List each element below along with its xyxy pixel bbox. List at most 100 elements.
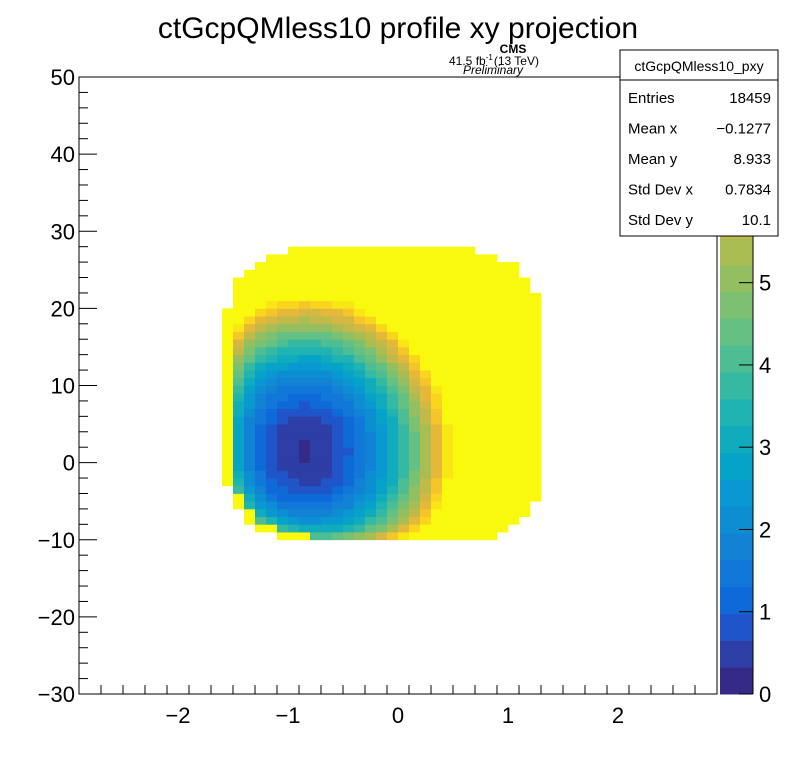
heatmap-cell bbox=[464, 516, 476, 525]
heatmap-cell bbox=[343, 478, 355, 487]
heatmap-cell bbox=[475, 516, 487, 525]
heatmap-cell bbox=[420, 478, 432, 487]
heatmap-cell bbox=[299, 532, 311, 541]
heatmap-cell bbox=[299, 485, 311, 494]
heatmap-cell bbox=[299, 262, 311, 271]
heatmap-cell bbox=[321, 285, 333, 294]
heatmap-cell bbox=[409, 246, 421, 255]
heatmap-cell bbox=[530, 424, 542, 433]
heatmap-cell bbox=[475, 485, 487, 494]
heatmap-cell bbox=[530, 331, 542, 340]
heatmap-cell bbox=[233, 300, 245, 309]
heatmap-cell bbox=[376, 308, 388, 317]
heatmap-cell bbox=[519, 316, 531, 325]
heatmap-cell bbox=[398, 424, 410, 433]
heatmap-cell bbox=[409, 462, 421, 471]
heatmap-cell bbox=[354, 316, 366, 325]
heatmap-cell bbox=[376, 354, 388, 363]
heatmap-cell bbox=[519, 277, 531, 286]
heatmap-cell bbox=[442, 431, 454, 440]
heatmap-cell bbox=[464, 493, 476, 502]
heatmap-cell bbox=[332, 501, 344, 510]
heatmap-cell bbox=[321, 362, 333, 371]
heatmap-cell bbox=[266, 362, 278, 371]
heatmap-cell bbox=[464, 508, 476, 518]
heatmap-cell bbox=[365, 377, 377, 386]
heatmap-cell bbox=[475, 316, 487, 325]
heatmap-cell bbox=[233, 370, 245, 379]
heatmap-cell bbox=[244, 516, 256, 525]
heatmap-cell bbox=[530, 370, 542, 379]
heatmap-cell bbox=[222, 323, 234, 332]
heatmap-cell bbox=[255, 385, 267, 394]
heatmap-cell bbox=[354, 501, 366, 510]
heatmap-cell bbox=[354, 508, 366, 518]
heatmap-cell bbox=[332, 308, 344, 317]
y-tick-label: 30 bbox=[51, 219, 75, 244]
heatmap-cell bbox=[453, 300, 465, 309]
heatmap-cell bbox=[255, 478, 267, 487]
heatmap-cell bbox=[321, 385, 333, 394]
heatmap-cell bbox=[354, 393, 366, 402]
heatmap-cell bbox=[442, 316, 454, 325]
y-tick-label: 40 bbox=[51, 142, 75, 167]
heatmap-cell bbox=[354, 262, 366, 271]
heatmap-cell bbox=[398, 300, 410, 309]
heatmap-cell bbox=[299, 447, 311, 456]
heatmap-cell bbox=[475, 501, 487, 510]
heatmap-cell bbox=[398, 292, 410, 302]
heatmap-cell bbox=[398, 462, 410, 471]
heatmap-cell bbox=[365, 354, 377, 363]
heatmap-cell bbox=[376, 431, 388, 440]
heatmap-cell bbox=[288, 316, 300, 325]
heatmap-cell bbox=[310, 516, 322, 525]
heatmap-cell bbox=[255, 362, 267, 371]
heatmap-cell bbox=[464, 277, 476, 286]
heatmap-cell bbox=[497, 454, 509, 464]
heatmap-cell bbox=[376, 462, 388, 471]
heatmap-cell bbox=[431, 292, 443, 302]
heatmap-cell bbox=[464, 316, 476, 325]
heatmap-cell bbox=[321, 470, 333, 479]
heatmap-cell bbox=[530, 354, 542, 363]
heatmap-cell bbox=[343, 377, 355, 386]
heatmap-cell bbox=[266, 408, 278, 417]
heatmap-cell bbox=[387, 524, 399, 533]
heatmap-cell bbox=[310, 493, 322, 502]
heatmap-cell bbox=[222, 431, 234, 440]
heatmap-cell bbox=[288, 454, 300, 464]
heatmap-cell bbox=[409, 316, 421, 325]
palette-tick-label: 2 bbox=[759, 517, 771, 542]
heatmap-cell bbox=[354, 478, 366, 487]
heatmap-cell bbox=[354, 354, 366, 363]
heatmap-cell bbox=[332, 339, 344, 348]
palette-tick-label: 3 bbox=[759, 435, 771, 460]
heatmap-cell bbox=[332, 254, 344, 263]
heatmap-cell bbox=[288, 408, 300, 417]
heatmap-cell bbox=[486, 454, 498, 464]
palette-color-bin bbox=[720, 640, 753, 668]
heatmap-cell bbox=[343, 439, 355, 448]
heatmap-cell bbox=[420, 501, 432, 510]
heatmap-cell bbox=[420, 400, 432, 410]
heatmap-cell bbox=[332, 485, 344, 494]
heatmap-cell bbox=[486, 323, 498, 332]
heatmap-cell bbox=[431, 246, 443, 255]
heatmap-cell bbox=[376, 346, 388, 356]
heatmap-cell bbox=[266, 254, 278, 263]
heatmap-cell bbox=[343, 400, 355, 410]
heatmap-cell bbox=[332, 508, 344, 518]
heatmap-cell bbox=[387, 362, 399, 371]
heatmap-cell bbox=[277, 339, 289, 348]
heatmap-cell bbox=[255, 524, 267, 533]
heatmap-cell bbox=[233, 493, 245, 502]
heatmap-cell bbox=[354, 493, 366, 502]
heatmap-cell bbox=[475, 400, 487, 410]
heatmap-cell bbox=[310, 393, 322, 402]
heatmap-cell bbox=[288, 254, 300, 263]
heatmap-cell bbox=[398, 516, 410, 525]
heatmap-cell bbox=[332, 385, 344, 394]
y-axis: −30 −20 −10 0 10 20 30 40 50 bbox=[38, 65, 97, 707]
heatmap-cell bbox=[343, 485, 355, 494]
heatmap-cell bbox=[244, 470, 256, 479]
